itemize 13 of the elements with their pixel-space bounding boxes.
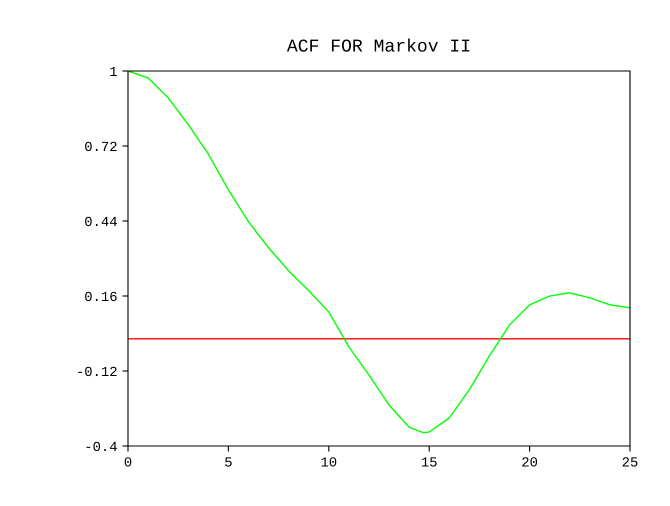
x-tick-label: 0	[124, 457, 132, 467]
y-tick-label: 0.72	[85, 142, 117, 152]
chart-title: ACF FOR Markov II	[286, 38, 470, 52]
y-tick-label: -0.4	[86, 442, 117, 452]
y-tick-label: 1	[110, 66, 117, 76]
x-tick-label: 10	[321, 457, 336, 467]
y-tick-label: 0.44	[85, 216, 117, 226]
y-tick-label: -0.12	[78, 366, 117, 376]
x-tick-label: 25	[622, 457, 638, 467]
x-tick-label: 20	[522, 457, 538, 467]
x-tick-label: 15	[422, 457, 437, 467]
y-tick-label: 0.16	[85, 292, 117, 302]
x-tick-label: 5	[225, 457, 232, 467]
